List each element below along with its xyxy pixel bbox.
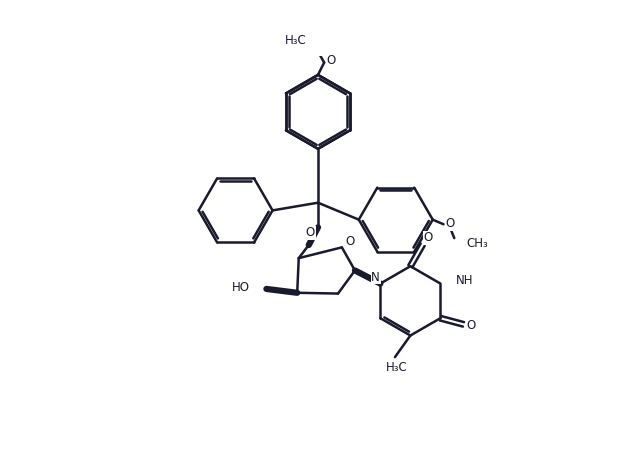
Text: O: O: [326, 54, 336, 67]
Text: CH₃: CH₃: [467, 237, 488, 250]
Text: NH: NH: [456, 274, 473, 287]
Text: O: O: [467, 320, 476, 332]
Text: O: O: [306, 226, 315, 239]
Text: N: N: [371, 271, 380, 284]
Text: H₃C: H₃C: [386, 361, 408, 375]
Text: H₃C: H₃C: [285, 34, 307, 47]
Text: O: O: [446, 217, 455, 230]
Text: O: O: [424, 231, 433, 244]
Text: HO: HO: [232, 281, 250, 294]
Text: O: O: [345, 235, 354, 248]
